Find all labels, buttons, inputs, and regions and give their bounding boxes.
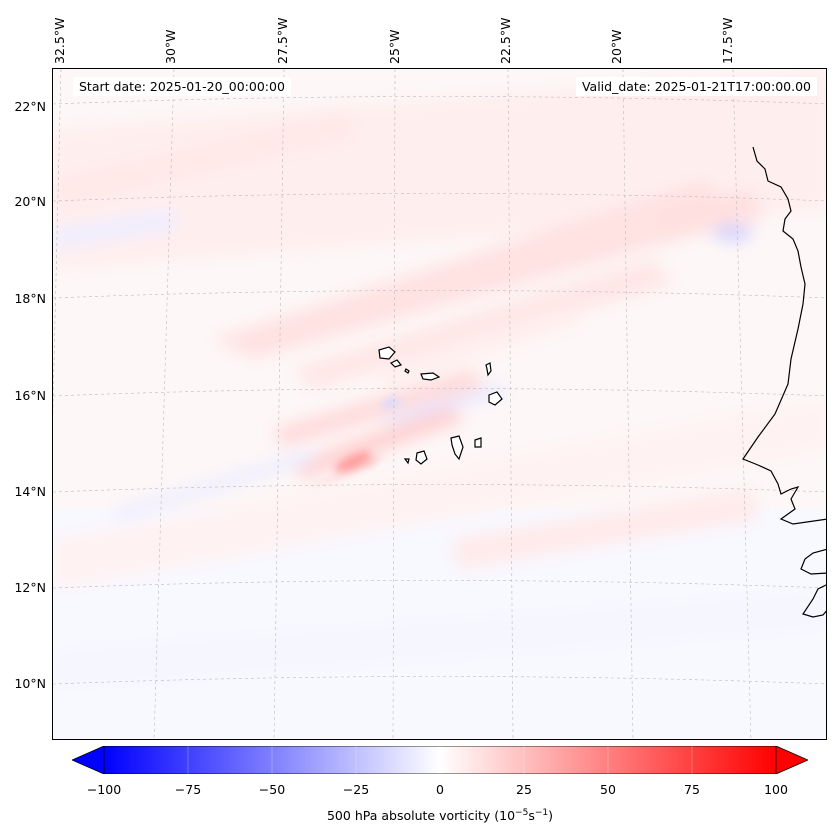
vorticity-map — [53, 69, 826, 739]
lon-label-22-5w: 22.5°W — [498, 17, 513, 64]
lat-label-10n: 10°N — [14, 676, 46, 691]
colorbar-tick: 25 — [516, 782, 532, 797]
colorbar-tick: −75 — [174, 782, 202, 797]
colorbar-tick: 75 — [684, 782, 700, 797]
lat-label-12n: 12°N — [14, 580, 46, 595]
colorbar-label-exp1: −5 — [515, 808, 529, 818]
colorbar — [72, 746, 808, 774]
colorbar-extend-min — [72, 746, 105, 774]
cabo-verde-islands — [378, 346, 503, 465]
colorbar-label-suffix: ) — [548, 808, 553, 824]
colorbar-tick: −100 — [86, 782, 122, 797]
lon-label-17-5w: 17.5°W — [720, 17, 735, 64]
colorbar-label-mid: s — [528, 808, 535, 824]
colorbar-label-prefix: 500 hPa absolute vorticity (10 — [326, 808, 516, 824]
lon-label-20w: 20°W — [609, 29, 624, 64]
lon-label-25w: 25°W — [387, 29, 402, 64]
lat-label-16n: 16°N — [14, 388, 46, 403]
colorbar-extend-max — [775, 746, 808, 774]
valid-date-label: Valid_date: 2025-01-21T17:00:00.00 — [575, 77, 817, 96]
colorbar-tick: 0 — [436, 782, 444, 797]
colorbar-label: 500 hPa absolute vorticity (10−5s−1) — [0, 808, 837, 823]
lat-label-20n: 20°N — [14, 194, 46, 209]
colorbar-tick: −50 — [258, 782, 286, 797]
lon-label-30w: 30°W — [163, 29, 178, 64]
lat-label-18n: 18°N — [14, 291, 46, 306]
lat-label-14n: 14°N — [14, 484, 46, 499]
map-panel — [52, 68, 827, 740]
start-date-label: Start date: 2025-01-20_00:00:00 — [73, 77, 291, 96]
graticule — [53, 69, 826, 739]
colorbar-tick: 50 — [600, 782, 616, 797]
colorbar-label-exp2: −1 — [534, 808, 549, 818]
lon-label-27-5w: 27.5°W — [275, 17, 290, 64]
vorticity-max-core — [308, 397, 401, 489]
colorbar-level-lines — [187, 746, 693, 774]
colorbar-tick: −25 — [342, 782, 370, 797]
colorbar-tick: 100 — [764, 782, 788, 797]
vorticity-shading — [53, 69, 826, 689]
lon-label-32-5w: 32.5°W — [52, 17, 67, 64]
lat-label-22n: 22°N — [14, 99, 46, 114]
african-coastline — [742, 146, 826, 618]
colorbar-gradient — [103, 746, 777, 774]
